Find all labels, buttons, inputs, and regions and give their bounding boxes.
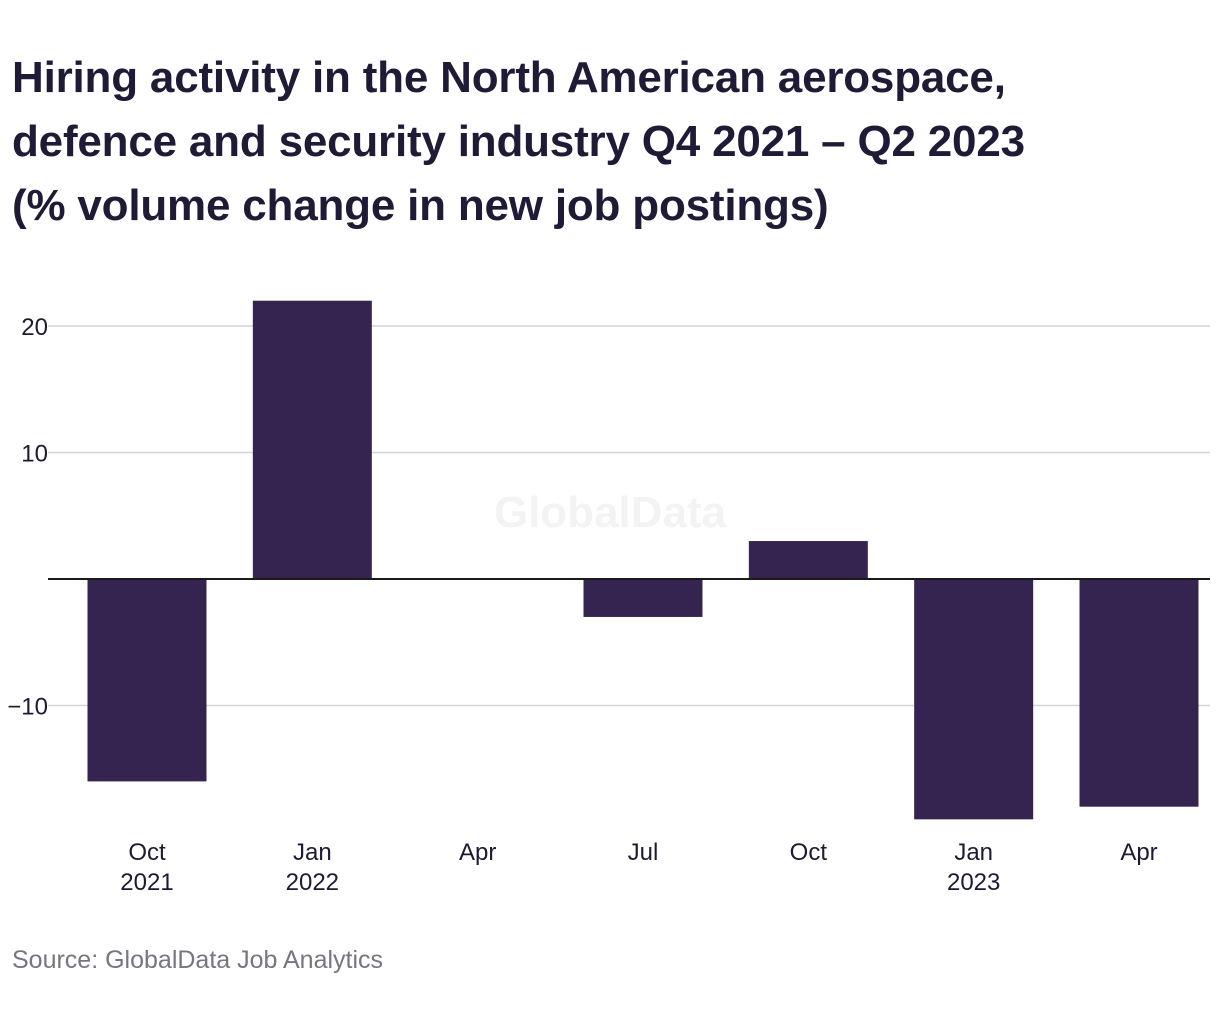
- watermark-text: GlobalData: [494, 488, 727, 537]
- x-tick-year-label: 2021: [120, 869, 173, 896]
- x-tick-label: Oct: [128, 839, 166, 866]
- chart-title-line-1: Hiring activity in the North American ae…: [12, 53, 1006, 102]
- x-tick-year-label: 2023: [947, 869, 1000, 896]
- bar-oct-2022: [748, 541, 868, 579]
- x-tick-label: Oct: [790, 839, 828, 866]
- x-tick-label: Apr: [1120, 839, 1157, 866]
- chart-title-line-3: (% volume change in new job postings): [12, 181, 829, 230]
- y-tick-label: −10: [7, 694, 48, 721]
- chart-title-line-2: defence and security industry Q4 2021 – …: [12, 117, 1025, 166]
- x-tick-label: Jan: [293, 839, 332, 866]
- bar-jul-2022: [583, 579, 703, 617]
- chart-title: Hiring activity in the North American ae…: [12, 46, 1202, 238]
- x-tick-year-label: 2022: [286, 869, 339, 896]
- bar-oct-2021: [87, 579, 207, 782]
- bar-jan-2022: [252, 300, 372, 579]
- x-tick-label: Apr: [459, 839, 496, 866]
- y-axis-ticks: 20 10 −10: [7, 314, 48, 721]
- bar-jan-2023: [914, 579, 1034, 820]
- x-axis-ticks: Oct 2021 Jan 2022 Apr Jul Oct Jan 2023 Apr: [120, 839, 1157, 896]
- source-note: Source: GlobalData Job Analytics: [12, 946, 384, 974]
- watermark: GlobalData: [494, 488, 727, 537]
- bars: [87, 300, 1199, 820]
- y-tick-label: 20: [21, 314, 48, 341]
- x-tick-label: Jan: [954, 839, 993, 866]
- x-tick-label: Jul: [628, 839, 659, 866]
- y-tick-label: 10: [21, 441, 48, 468]
- bar-apr-2023: [1079, 579, 1199, 807]
